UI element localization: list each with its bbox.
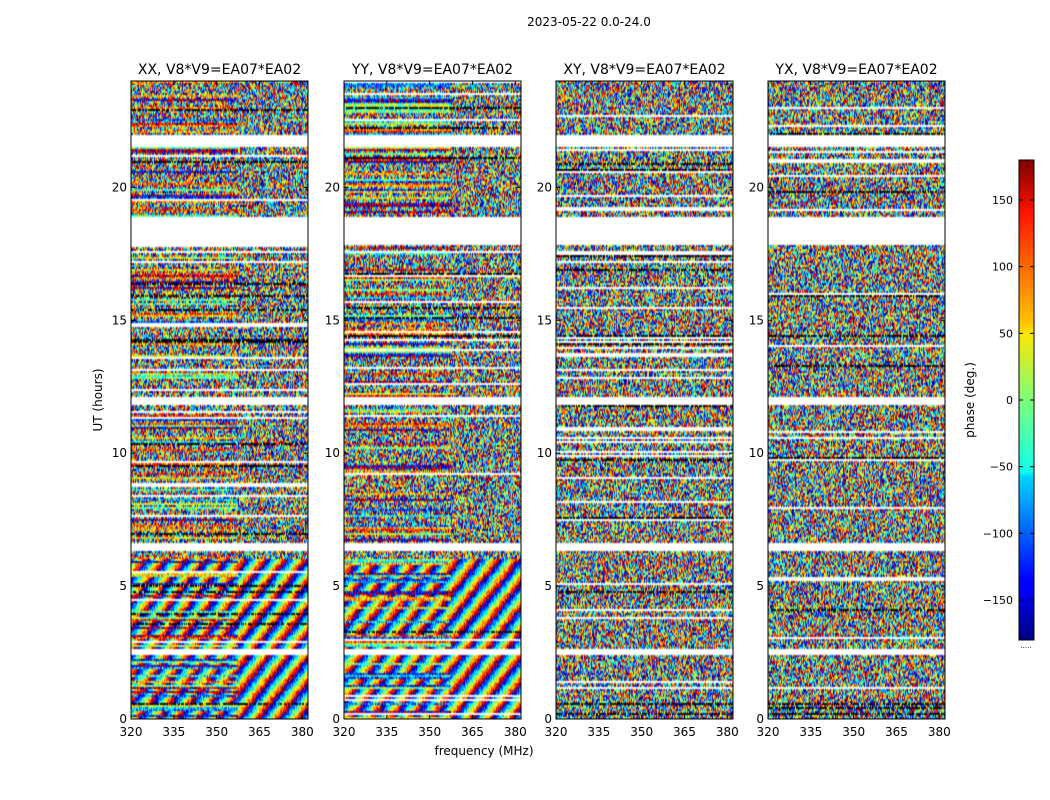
y-tick-label-3-20: 20 <box>749 180 764 194</box>
phase-heatmap-3 <box>768 81 945 719</box>
y-tick-label-0-15: 15 <box>112 313 127 327</box>
x-tick-label-0-365: 365 <box>248 725 271 739</box>
x-tick-label-3-380: 380 <box>928 725 951 739</box>
y-tick-label-1-0: 0 <box>332 712 340 726</box>
phase-heatmap-0 <box>131 81 308 719</box>
y-tick-label-1-15: 15 <box>325 313 340 327</box>
x-tick-label-2-335: 335 <box>587 725 610 739</box>
phase-heatmap-2 <box>556 81 733 719</box>
panel-frame-1 <box>343 80 522 720</box>
x-tick-label-3-320: 320 <box>757 725 780 739</box>
x-tick-label-3-350: 350 <box>842 725 865 739</box>
y-tick-label-1-20: 20 <box>325 180 340 194</box>
y-tick-label-0-10: 10 <box>112 446 127 460</box>
y-tick-label-2-15: 15 <box>537 313 552 327</box>
panel-title-3: YX, V8*V9=EA07*EA02 <box>774 62 937 78</box>
cb-tick-label-100: 100 <box>992 261 1013 274</box>
y-axis-label: UT (hours) <box>91 368 105 431</box>
x-tick-label-3-335: 335 <box>799 725 822 739</box>
y-tick-label-2-5: 5 <box>544 579 552 593</box>
colorbar-label: phase (deg.) <box>963 362 977 438</box>
colorbar-footer: ..... <box>1020 642 1031 650</box>
panel-3: YX, V8*V9=EA07*EA02 320 335 350 365 380 0 5 10 15… <box>749 62 951 739</box>
x-tick-label-2-350: 350 <box>630 725 653 739</box>
y-tick-label-1-10: 10 <box>325 446 340 460</box>
x-tick-label-1-320: 320 <box>333 725 356 739</box>
figure-title: 2023-05-22 0.0-24.0 <box>527 15 651 29</box>
y-tick-label-3-10: 10 <box>749 446 764 460</box>
cb-tick-label-50: 50 <box>999 327 1013 340</box>
y-tick-label-3-15: 15 <box>749 313 764 327</box>
x-tick-label-2-365: 365 <box>673 725 696 739</box>
colorbar: −150 −100 −50 0 50 100 150 <box>983 159 1035 641</box>
y-tick-label-1-5: 5 <box>332 579 340 593</box>
x-tick-label-0-320: 320 <box>120 725 143 739</box>
y-tick-label-0-20: 20 <box>112 180 127 194</box>
panel-0: XX, V8*V9=EA07*EA02 320 335 350 365 380 0 5 10 15… <box>112 62 314 739</box>
panels: XX, V8*V9=EA07*EA02 320 335 350 365 380 0 5 10 15… <box>112 62 951 739</box>
panel-title-0: XX, V8*V9=EA07*EA02 <box>138 62 301 78</box>
y-tick-label-2-20: 20 <box>537 180 552 194</box>
x-tick-label-2-320: 320 <box>545 725 568 739</box>
y-tick-label-0-0: 0 <box>119 712 127 726</box>
cb-tick-label--150: −150 <box>983 594 1013 607</box>
panel-frame-3 <box>767 80 946 720</box>
y-tick-label-2-10: 10 <box>537 446 552 460</box>
x-tick-label-3-365: 365 <box>885 725 908 739</box>
cb-tick-label-0: 0 <box>1006 394 1013 407</box>
x-tick-label-2-380: 380 <box>716 725 739 739</box>
y-tick-label-2-0: 0 <box>544 712 552 726</box>
y-tick-label-0-5: 5 <box>119 579 127 593</box>
y-tick-label-3-0: 0 <box>756 712 764 726</box>
x-tick-label-0-380: 380 <box>291 725 314 739</box>
x-axis-label: frequency (MHz) <box>434 744 533 758</box>
panel-frame-0 <box>130 80 309 720</box>
cb-tick-label--100: −100 <box>983 527 1013 540</box>
panel-2: XY, V8*V9=EA07*EA02 320 335 350 365 380 0 5 10 15… <box>537 62 739 739</box>
cb-tick-label--50: −50 <box>990 461 1013 474</box>
y-tick-label-3-5: 5 <box>756 579 764 593</box>
x-tick-label-0-335: 335 <box>162 725 185 739</box>
x-tick-label-1-365: 365 <box>461 725 484 739</box>
x-tick-label-0-350: 350 <box>205 725 228 739</box>
x-tick-label-1-350: 350 <box>418 725 441 739</box>
x-tick-label-1-335: 335 <box>375 725 398 739</box>
panel-title-1: YY, V8*V9=EA07*EA02 <box>351 62 513 78</box>
panel-frame-2 <box>555 80 734 720</box>
x-tick-label-1-380: 380 <box>504 725 527 739</box>
panel-1: YY, V8*V9=EA07*EA02 320 335 350 365 380 0 5 10 15… <box>325 62 527 739</box>
phase-heatmap-1 <box>344 81 521 719</box>
panel-title-2: XY, V8*V9=EA07*EA02 <box>563 62 725 78</box>
cb-tick-label-150: 150 <box>992 194 1013 207</box>
